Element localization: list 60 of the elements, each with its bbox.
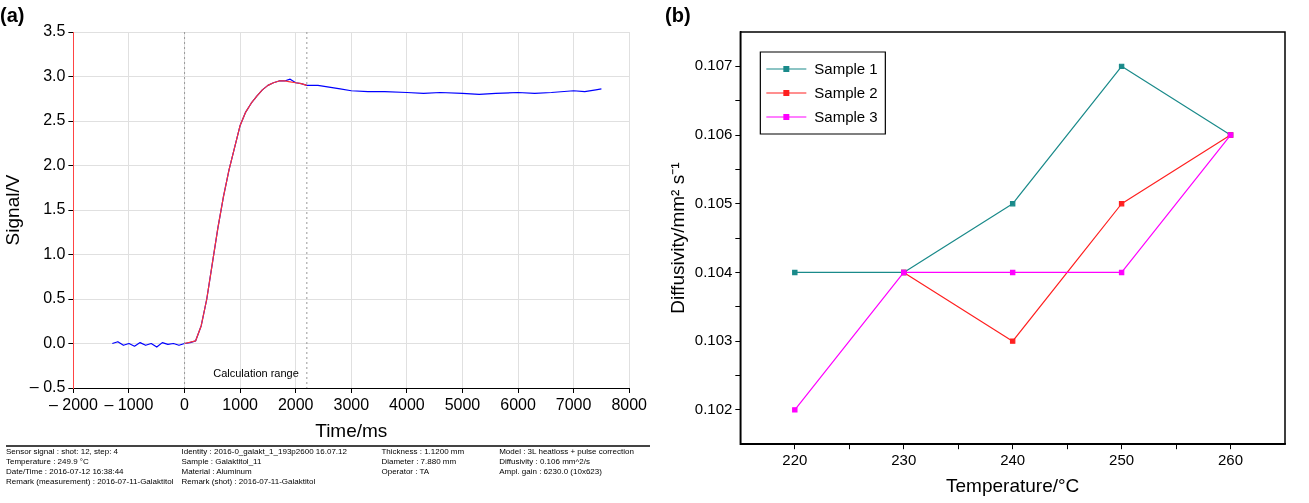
x-axis-title: Time/ms [315,419,388,441]
chart-title: (b) [665,3,691,26]
x-tick-label: 2000 [277,396,314,414]
y-tick-label: 3.0 [43,66,66,84]
y-tick-label: 0.0 [43,333,66,351]
text: Remark (measurement) : 2016-07-11-Galaktitol [6,477,174,487]
x-tick-label: 0 [180,396,190,414]
x-tick-label: 7000 [555,396,592,414]
x-tick-label: 3000 [333,396,370,414]
text: Temperature : 249.9 °C [6,457,90,467]
x-axis-title: Temperature/°C [946,474,1080,496]
text: Sample : Galaktitol_11 [181,457,263,467]
y-tick-label: – 0.5 [29,378,66,396]
x-tick-label: 230 [891,451,917,469]
x-tick-label: – 2000 [48,396,98,414]
chart-title: (a) [0,3,25,26]
y-tick-label: 1.5 [43,200,66,218]
y-tick-label: 2.0 [43,155,66,173]
y-tick-label: 0.102 [694,399,733,417]
x-tick-label: 4000 [389,396,425,414]
y-tick-label: 0.105 [694,193,733,211]
text: Date/Time : 2016-07-12 16:38:44 [6,467,125,477]
y-tick-label: 0.103 [694,331,733,349]
text: Thickness : 1.1200 mm [381,447,466,457]
x-tick-label: 240 [1000,451,1026,469]
text: Ampl. gain : 6230.0 (10x623) [499,467,603,477]
ref-line-label: Calculation range [213,367,299,380]
y-tick-label: 2.5 [43,111,66,129]
x-tick-label: 1000 [222,396,259,414]
x-tick-label: 260 [1218,451,1244,469]
text: Diffusivity : 0.106 mm^2/s [499,457,591,467]
point [792,407,798,413]
text: Material : Aluminum [181,467,253,477]
text: Identity : 2016-0_galakt_1_193p2600 16.07.12 [181,447,348,457]
x-tick-label: 250 [1109,451,1135,469]
point [1009,338,1016,344]
point [1009,201,1016,207]
x-tick-label: 8000 [611,396,648,414]
y-tick-label: 0.5 [43,289,66,307]
y-tick-label: 0.104 [694,262,733,280]
text: Diameter : 7.880 mm [381,457,458,467]
y-tick-label: 3.5 [43,22,66,40]
legend-label: Sample 1 [814,60,878,78]
y-tick-label: 0.106 [694,125,733,143]
y-tick-label: 1.0 [43,244,66,262]
y-axis-title: Signal/V [1,174,23,246]
x-tick-label: 220 [782,451,808,469]
x-tick-label: 6000 [500,396,536,414]
y-axis-title: Diffusivity/mm² s⁻¹ [666,162,688,314]
x-tick-label: 5000 [444,396,481,414]
text: Remark (shot) : 2016-07-11-Galaktitol [181,477,317,487]
text: Model : 3L heatloss + pulse correction [499,447,635,457]
text: Operator : TA [381,467,431,477]
x-tick-label: – 1000 [104,396,154,414]
point [1118,201,1125,207]
legend-label: Sample 2 [814,84,878,102]
legend-label: Sample 3 [814,108,878,126]
point [792,269,798,276]
y-tick-label: 0.107 [694,56,733,74]
text: Sensor signal : shot: 12, step: 4 [6,447,120,457]
